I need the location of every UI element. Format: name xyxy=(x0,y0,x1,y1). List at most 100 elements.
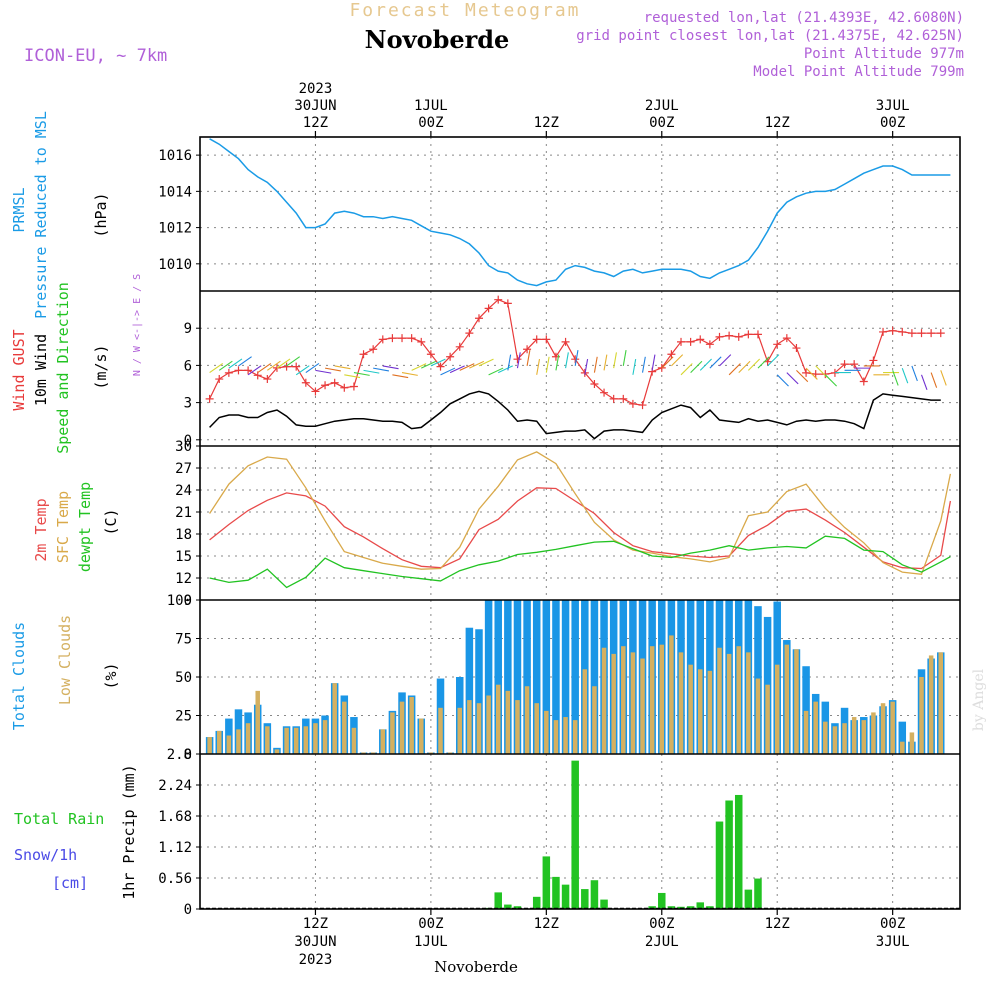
y-tick-label: 1010 xyxy=(158,257,192,273)
bottom-time-label: 2023 xyxy=(299,952,333,968)
snow-label: Snow/1h xyxy=(14,846,77,864)
wind-direction-arrow xyxy=(488,367,504,376)
precip-panel xyxy=(200,753,960,910)
wind-direction-arrow xyxy=(469,360,485,369)
bottom-time-label: 3JUL xyxy=(876,934,910,950)
low-cloud-bar xyxy=(765,684,770,754)
gridpoint-coords: grid point closest lon,lat (21.4375E, 42… xyxy=(576,28,964,44)
low-cloud-bar xyxy=(649,646,655,754)
y-tick-label: 0 xyxy=(184,433,192,449)
wind-direction-arrow xyxy=(622,350,627,366)
low-cloud-bar xyxy=(467,700,472,754)
station-title: Novoberde xyxy=(365,25,510,54)
gust-point xyxy=(628,399,637,408)
gust-point xyxy=(484,304,493,313)
requested-coords: requested lon,lat (21.4393E, 42.6080N) xyxy=(644,10,964,26)
low-cloud-bar xyxy=(880,703,886,754)
gust-point xyxy=(715,332,724,341)
wind-direction-arrow xyxy=(747,358,761,371)
rain-bar xyxy=(513,906,522,909)
low-cloud-bar xyxy=(669,635,674,754)
low-cloud-bar xyxy=(245,723,251,754)
gust-label: Wind GUST xyxy=(10,329,28,410)
total-cloud-bar xyxy=(590,600,599,754)
wind-direction-arrow xyxy=(218,360,233,371)
wind-direction-arrow xyxy=(526,350,531,366)
y-tick-label: 18 xyxy=(175,527,192,543)
y-tick-label: 50 xyxy=(175,670,192,686)
gust-point xyxy=(734,332,743,341)
total-cloud-bar xyxy=(494,600,502,754)
top-time-label: 1JUL xyxy=(414,98,448,114)
gust-point xyxy=(369,345,378,354)
pressure-panel xyxy=(200,138,960,287)
snow-unit-label: [cm] xyxy=(52,874,88,892)
rain-bar xyxy=(725,800,733,909)
low-cloud-bar xyxy=(380,729,386,754)
low-cloud-bar xyxy=(265,726,270,754)
gust-point xyxy=(638,401,647,410)
low-cloud-bar xyxy=(813,701,818,754)
wind-direction-arrow xyxy=(921,374,928,391)
gust-point xyxy=(215,375,224,384)
rain-bar xyxy=(600,899,608,909)
wind-direction-arrow xyxy=(757,356,770,369)
gust-point xyxy=(821,370,830,379)
compass-text: N / W <-|-> E / S xyxy=(132,274,143,376)
y-tick-label: 15 xyxy=(175,549,192,565)
total-clouds-label: Total Clouds xyxy=(10,622,28,730)
wind-direction-arrow xyxy=(892,370,899,386)
rain-label: Total Rain xyxy=(14,810,104,828)
low-cloud-bar xyxy=(938,652,944,754)
low-cloud-bar xyxy=(274,749,280,754)
low-cloud-bar xyxy=(707,670,713,754)
gust-point xyxy=(879,327,888,336)
low-cloud-bar xyxy=(611,653,616,754)
wind-direction-arrow xyxy=(276,358,291,369)
low-cloud-bar xyxy=(313,723,318,754)
bottom-time-label: 2JUL xyxy=(645,934,679,950)
top-time-label: 12Z xyxy=(534,115,559,131)
y-tick-label: 0 xyxy=(184,902,192,918)
wind-direction-arrow xyxy=(267,360,281,371)
wind-direction-arrow xyxy=(545,356,550,373)
low-cloud-bar xyxy=(842,723,847,754)
gust-point xyxy=(773,340,782,349)
gust-point xyxy=(936,329,945,338)
gust-point xyxy=(253,371,262,380)
wind-direction-arrow xyxy=(411,363,427,371)
total-cloud-bar xyxy=(523,600,531,754)
gust-point xyxy=(455,342,464,351)
bottom-time-label: 12Z xyxy=(303,916,328,932)
wind-direction-arrow xyxy=(565,352,569,369)
clouds-panel xyxy=(200,599,960,755)
wind-direction-label: Speed and Direction xyxy=(54,282,72,454)
low-cloud-bar xyxy=(688,664,693,754)
gust-point xyxy=(696,335,705,344)
gust-point xyxy=(224,368,233,377)
gust-point xyxy=(465,329,474,338)
gust-point xyxy=(869,356,878,365)
wind-direction-arrow xyxy=(613,352,617,369)
low-cloud-bar xyxy=(438,707,443,754)
rain-bar xyxy=(542,856,551,909)
total-cloud-bar xyxy=(484,600,493,754)
total-cloud-bar xyxy=(475,629,483,754)
gust-point xyxy=(378,335,387,344)
rain-bar xyxy=(648,906,656,909)
rain-bar xyxy=(561,884,570,909)
low-cloud-bar xyxy=(293,727,299,754)
top-time-label: 00Z xyxy=(418,115,443,131)
rain-bar xyxy=(532,896,541,909)
gust-point xyxy=(600,388,609,397)
wind-label: 10m Wind xyxy=(32,334,50,406)
point-altitude: Point Altitude 977m xyxy=(804,46,964,62)
wind-direction-arrow xyxy=(373,367,390,372)
low-cloud-bar xyxy=(207,737,212,754)
top-time-label: 12Z xyxy=(303,115,328,131)
top-time-label: 2023 xyxy=(299,81,333,97)
wind-direction-arrow xyxy=(651,354,656,371)
rain-bar xyxy=(696,902,705,909)
bottom-time-label: 12Z xyxy=(765,916,790,932)
